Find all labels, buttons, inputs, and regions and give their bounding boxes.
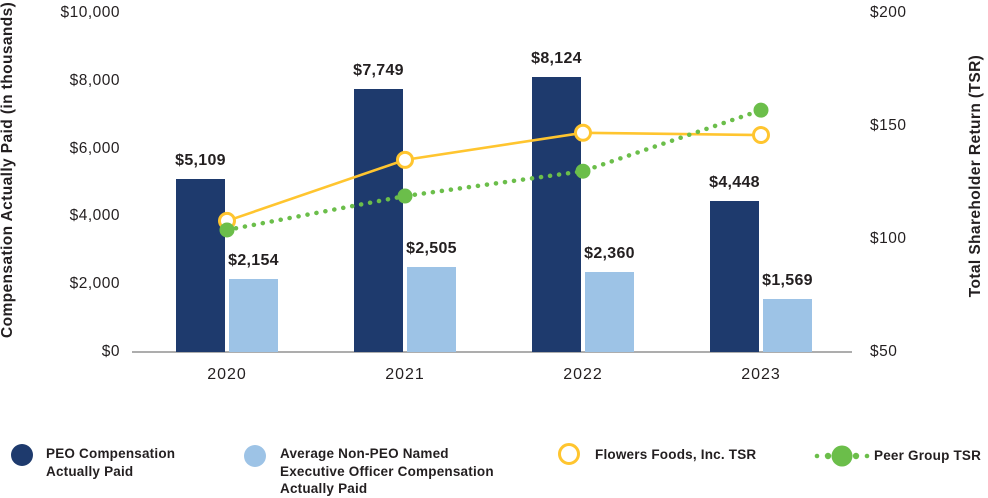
marker-filled-circle xyxy=(753,102,769,118)
bar-value-label: $2,505 xyxy=(406,240,457,258)
left-axis-tick-label: $4,000 xyxy=(69,207,120,225)
bar-value-label: $2,154 xyxy=(228,251,279,269)
bar-value-label: $4,448 xyxy=(709,174,760,192)
legend-dot xyxy=(852,452,860,460)
left-axis-tick-label: $2,000 xyxy=(69,275,120,293)
x-axis-label-2023: 2023 xyxy=(741,366,781,383)
legend-label: Flowers Foods, Inc. TSR xyxy=(595,446,756,464)
bar-nonpeo-2021 xyxy=(407,267,456,352)
bar-value-label: $7,749 xyxy=(353,62,404,80)
x-axis-label-2020: 2020 xyxy=(207,366,247,383)
navy-filled-circle-icon xyxy=(11,444,33,466)
legend-dot xyxy=(831,445,853,467)
bar-value-label: $5,109 xyxy=(175,151,226,169)
bar-peo-2022 xyxy=(532,76,581,352)
legend-label-line: Flowers Foods, Inc. TSR xyxy=(595,447,757,462)
legend-label-line: Actually Paid xyxy=(46,463,134,479)
marker-filled-circle xyxy=(219,222,235,238)
bar-nonpeo-2023 xyxy=(763,298,812,352)
legend-label-line: Peer Group TSR xyxy=(874,448,982,463)
bar-value-label: $1,569 xyxy=(762,271,813,289)
legend-dot xyxy=(824,452,832,460)
bar-nonpeo-2022 xyxy=(585,271,634,352)
bar-peo-2021 xyxy=(354,89,403,352)
peer-group-tsr-swatch-icon xyxy=(814,445,870,467)
legend-label: Peer Group TSR xyxy=(874,447,981,465)
legend-label-line: PEO Compensation xyxy=(46,446,176,461)
right-axis-tick-label: $100 xyxy=(870,230,907,247)
bar-value-label: $8,124 xyxy=(531,49,582,67)
lightblue-filled-circle-icon xyxy=(244,445,266,467)
line-peer-group-tsr xyxy=(224,107,764,233)
legend-dot xyxy=(864,453,870,459)
right-axis-tick-label: $50 xyxy=(870,343,898,360)
legend-dot xyxy=(814,453,820,459)
left-axis-tick-label: $0 xyxy=(101,343,120,360)
left-axis-tick-label: $6,000 xyxy=(69,139,120,157)
legend-label-line: Actually Paid xyxy=(280,481,368,496)
marker-filled-circle xyxy=(397,188,413,204)
legend-label: PEO Compensation Actually Paid xyxy=(46,445,175,480)
legend-label-line: Executive Officer Compensation xyxy=(280,463,494,479)
x-axis-line xyxy=(132,351,852,353)
marker-open-circle xyxy=(396,150,414,169)
right-axis-tick-label: $150 xyxy=(870,117,907,134)
bar-peo-2023 xyxy=(710,201,759,352)
left-axis-tick-label: $8,000 xyxy=(69,71,120,89)
marker-open-circle xyxy=(574,123,592,142)
yellow-open-circle-icon xyxy=(557,442,580,465)
x-axis-label-2021: 2021 xyxy=(385,366,425,383)
marker-filled-circle xyxy=(575,163,591,179)
line-flowers-foods-tsr xyxy=(226,131,762,223)
right-axis-tick-label: $200 xyxy=(870,4,907,21)
legend-label-line: Average Non-PEO Named xyxy=(280,446,449,461)
x-axis-label-2022: 2022 xyxy=(563,366,603,383)
left-axis-tick-label: $10,000 xyxy=(60,4,120,21)
marker-open-circle xyxy=(752,126,770,145)
bar-value-label: $2,360 xyxy=(584,244,635,262)
bar-nonpeo-2020 xyxy=(229,278,278,352)
legend-label: Average Non-PEO Named Executive Officer C… xyxy=(280,445,494,498)
bar-peo-2020 xyxy=(176,178,225,352)
